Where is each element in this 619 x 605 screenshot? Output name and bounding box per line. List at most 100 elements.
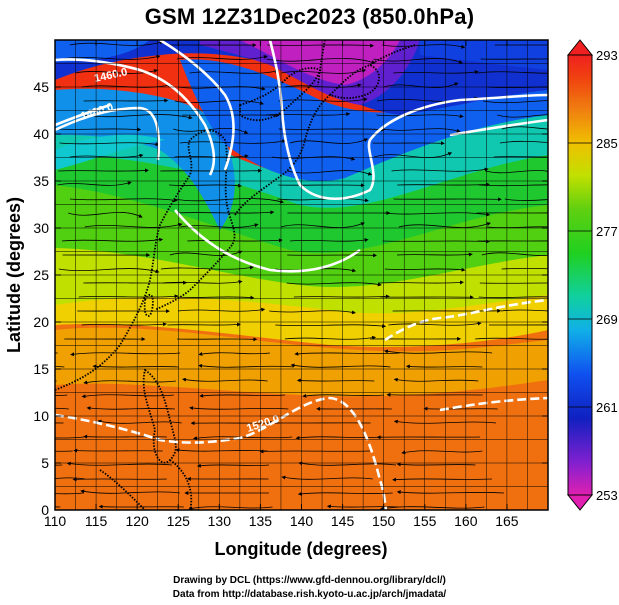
streamline [181, 377, 268, 382]
streamline [391, 167, 489, 172]
x-tick-label: 150 [372, 513, 396, 529]
streamline [281, 68, 367, 74]
streamline [393, 70, 479, 75]
streamline [169, 183, 242, 188]
streamline [398, 222, 491, 228]
streamline [267, 43, 375, 48]
map-title: GSM 12Z31Dec2023 (850.0hPa) [144, 4, 475, 29]
streamline [382, 44, 466, 49]
streamline [55, 127, 142, 132]
streamline [58, 268, 160, 274]
contour-line [55, 58, 216, 176]
colorbar-tick-label: 253 [596, 488, 618, 503]
streamline [72, 477, 167, 482]
streamline [167, 322, 241, 327]
streamline [182, 113, 280, 118]
streamline [481, 252, 548, 257]
streamline [298, 461, 397, 466]
streamline [376, 114, 464, 119]
streamline [396, 252, 473, 257]
y-tick-label: 20 [33, 314, 49, 330]
streamline [483, 100, 548, 104]
x-tick-label: 155 [413, 513, 437, 529]
streamline [493, 156, 548, 158]
streamline [73, 448, 163, 453]
streamline [55, 464, 63, 466]
streamline [500, 309, 548, 312]
streamline [504, 198, 548, 201]
streamline [383, 128, 461, 133]
y-tick-label: 0 [41, 502, 49, 518]
streamline [176, 210, 275, 215]
streamline [80, 489, 181, 494]
streamline [58, 168, 149, 173]
streamline [55, 436, 85, 439]
y-tick-label: 10 [33, 408, 49, 424]
streamline [373, 152, 453, 159]
streamline [478, 184, 548, 187]
streamline [269, 310, 356, 315]
streamline [475, 337, 548, 340]
streamline [199, 393, 286, 398]
streamline [286, 282, 382, 287]
streamline [486, 226, 548, 229]
streamline [173, 127, 249, 134]
contour-line [174, 209, 361, 273]
streamline [383, 82, 459, 88]
y-tick-label: 15 [33, 361, 49, 377]
y-tick-label: 40 [33, 126, 49, 142]
streamline [198, 363, 294, 368]
y-tick-label: 35 [33, 173, 49, 189]
y-tick-label: 25 [33, 267, 49, 283]
streamline [174, 100, 264, 106]
streamline [169, 250, 243, 256]
colorbar-body [567, 54, 593, 496]
streamline [98, 504, 184, 509]
streamline [392, 477, 492, 482]
streamline [401, 450, 483, 455]
streamline [173, 198, 284, 204]
streamline [189, 69, 279, 74]
streamline [57, 181, 132, 186]
coastlines [55, 40, 416, 510]
streamline [384, 267, 466, 272]
streamline [275, 324, 387, 329]
streamline [302, 393, 384, 398]
streamline [55, 394, 68, 397]
streamline [69, 40, 164, 46]
streamline [296, 378, 375, 383]
x-tick-label: 120 [125, 513, 149, 529]
colorbar-top-arrow [566, 39, 594, 56]
x-tick-label: 135 [249, 513, 273, 529]
streamline [83, 380, 177, 385]
streamline [501, 268, 548, 270]
streamline [61, 237, 164, 242]
streamline [295, 435, 383, 440]
streamline [501, 126, 548, 130]
streamline [78, 294, 179, 299]
streamline [281, 475, 373, 480]
x-tick-label: 145 [331, 513, 355, 529]
colorbar-tick-label: 261 [596, 400, 618, 415]
contour-line [55, 103, 111, 127]
streamline [289, 238, 369, 243]
streamline [396, 490, 505, 495]
x-tick-label: 115 [85, 513, 108, 529]
streamline [499, 140, 548, 144]
contour-line [439, 396, 548, 412]
contour-line [55, 106, 161, 161]
streamline [382, 239, 490, 244]
streamline [178, 86, 266, 91]
streamline [388, 321, 482, 326]
streamline [289, 138, 369, 144]
streamline [196, 463, 270, 468]
streamline [284, 335, 377, 340]
streamline [278, 127, 386, 132]
streamline [477, 71, 548, 74]
colorbar-bottom-arrow [566, 494, 594, 511]
x-axis-label: Longitude (degrees) [214, 539, 387, 559]
streamline [175, 448, 268, 453]
streamline [69, 153, 144, 158]
streamline [192, 436, 293, 441]
